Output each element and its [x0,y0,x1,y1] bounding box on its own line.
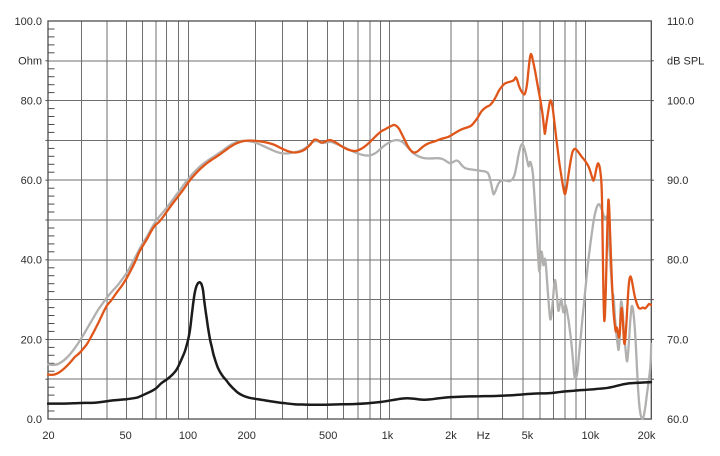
svg-text:50: 50 [119,430,131,442]
svg-text:100.0: 100.0 [667,95,695,107]
svg-text:90.0: 90.0 [667,175,688,187]
svg-text:1k: 1k [382,430,394,442]
svg-text:10k: 10k [582,430,600,442]
svg-text:5k: 5k [522,430,534,442]
svg-text:100.0: 100.0 [14,16,42,28]
svg-text:Hz: Hz [477,430,490,442]
svg-text:110.0: 110.0 [667,16,694,28]
svg-text:20: 20 [42,430,54,442]
svg-text:60.0: 60.0 [21,175,42,187]
svg-text:200: 200 [238,430,256,442]
svg-text:500: 500 [319,430,337,442]
svg-text:40.0: 40.0 [21,255,42,267]
svg-text:60.0: 60.0 [667,414,688,426]
svg-text:80.0: 80.0 [21,95,42,107]
svg-text:100: 100 [179,430,197,442]
svg-text:2k: 2k [445,430,457,442]
svg-text:dB SPL: dB SPL [667,55,704,67]
svg-text:20k: 20k [638,430,656,442]
svg-text:70.0: 70.0 [667,334,688,346]
svg-text:Ohm: Ohm [18,56,42,68]
svg-text:20.0: 20.0 [21,334,42,346]
svg-text:0.0: 0.0 [27,414,42,426]
svg-text:80.0: 80.0 [667,255,688,267]
